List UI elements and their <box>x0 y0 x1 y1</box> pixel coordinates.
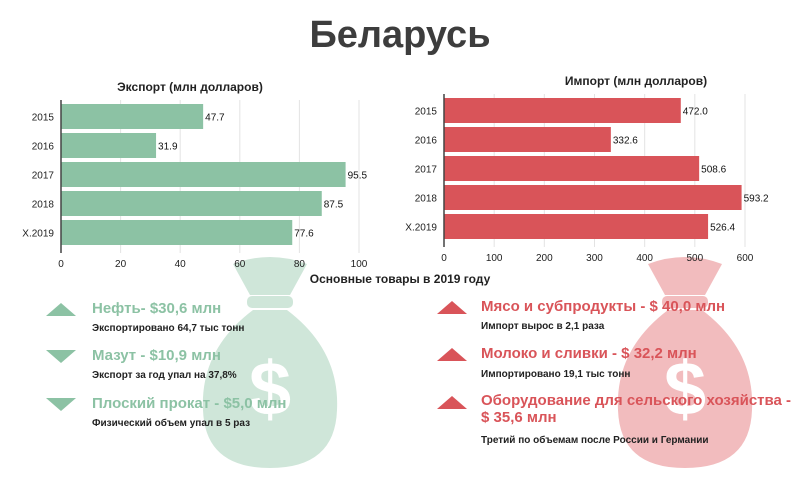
export-good-sub: Экспорт за год упал на 37,8% <box>92 370 237 381</box>
export-value-label: 47.7 <box>205 113 225 124</box>
import-category-label: 2018 <box>415 194 438 205</box>
down-icon <box>46 350 76 363</box>
export-x-tick-label: 100 <box>351 259 368 270</box>
import-good-head: Оборудование для сельского хозяйства - $… <box>481 392 792 426</box>
import-bar <box>444 185 742 210</box>
import-x-tick-label: 200 <box>536 253 553 264</box>
export-value-label: 87.5 <box>324 200 344 211</box>
import-chart-title: Импорт (млн долларов) <box>565 74 707 88</box>
import-good-sub: Импорт вырос в 2,1 раза <box>481 321 605 332</box>
export-category-label: 2017 <box>32 171 55 182</box>
import-bar <box>444 214 709 239</box>
import-category-label: 2015 <box>415 107 438 118</box>
export-category-label: 2016 <box>32 142 55 153</box>
import-value-label: 332.6 <box>613 136 638 147</box>
export-good-sub: Физический объем упал в 5 раз <box>92 418 251 429</box>
import-x-tick-label: 500 <box>686 253 703 264</box>
export-good-head: Нефть- $30,6 млн <box>92 300 222 317</box>
export-bar <box>61 220 293 245</box>
export-value-label: 31.9 <box>158 142 178 153</box>
export-good-head: Мазут - $10,9 млн <box>92 347 221 364</box>
import-x-tick-label: 0 <box>441 253 447 264</box>
up-icon <box>437 348 467 361</box>
import-category-label: 2016 <box>415 136 438 147</box>
export-value-label: 95.5 <box>348 171 368 182</box>
import-good-head: Мясо и субпродукты - $ 40,0 млн <box>481 298 726 315</box>
import-category-label: 2017 <box>415 165 438 176</box>
export-x-tick-label: 60 <box>234 259 246 270</box>
export-x-tick-label: 80 <box>294 259 306 270</box>
down-icon <box>46 398 76 411</box>
import-bar <box>444 156 700 181</box>
export-value-label: 77.6 <box>294 229 314 240</box>
import-good-sub: Третий по объемам после России и Германи… <box>481 435 709 446</box>
import-value-label: 526.4 <box>710 223 735 234</box>
import-x-tick-label: 400 <box>636 253 653 264</box>
export-chart-title: Экспорт (млн долларов) <box>117 80 263 94</box>
page-title: Беларусь <box>309 14 491 56</box>
charts-area: Экспорт (млн долларов) 0 20 40 60 80 100 2015 47… <box>22 74 769 270</box>
export-bar <box>61 191 322 216</box>
import-value-label: 472.0 <box>683 107 708 118</box>
import-bar <box>444 127 611 152</box>
import-good-head: Молоко и сливки - $ 32,2 млн <box>481 345 697 362</box>
svg-text:$: $ <box>249 347 291 432</box>
export-x-tick-label: 20 <box>115 259 127 270</box>
goods-section-title: Основные товары в 2019 году <box>309 272 491 286</box>
export-x-tick-label: 40 <box>175 259 187 270</box>
export-bar <box>61 104 204 129</box>
import-value-label: 508.6 <box>701 165 726 176</box>
up-icon <box>437 301 467 314</box>
import-x-tick-label: 300 <box>586 253 603 264</box>
import-value-label: 593.2 <box>744 194 769 205</box>
export-bar <box>61 162 346 187</box>
export-bar <box>61 133 157 158</box>
up-icon <box>46 303 76 316</box>
import-good-sub: Импортировано 19,1 тыс тонн <box>481 369 631 380</box>
export-category-label: 2015 <box>32 113 55 124</box>
export-x-tick-label: 0 <box>58 259 64 270</box>
export-good-head: Плоский прокат - $5,0 млн <box>92 395 287 412</box>
import-category-label: Х.2019 <box>405 223 437 234</box>
export-category-label: 2018 <box>32 200 55 211</box>
money-bag-green-icon: $ <box>202 257 338 468</box>
export-good-sub: Экспортировано 64,7 тыс тонн <box>92 323 245 334</box>
import-bar <box>444 98 681 123</box>
export-category-label: Х.2019 <box>22 229 54 240</box>
import-x-tick-label: 600 <box>737 253 754 264</box>
up-icon <box>437 396 467 409</box>
money-bag-red-icon: $ <box>617 257 753 468</box>
import-x-tick-label: 100 <box>486 253 503 264</box>
svg-text:$: $ <box>664 347 706 432</box>
